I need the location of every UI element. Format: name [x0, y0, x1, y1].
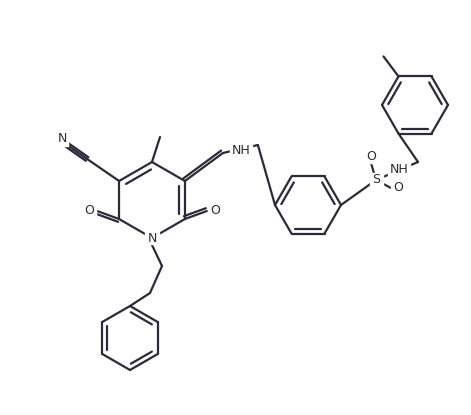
Text: NH: NH [390, 164, 408, 176]
Bar [391, 182, 405, 194]
Text: N: N [57, 132, 67, 146]
Bar [370, 173, 382, 186]
Bar [230, 144, 252, 156]
Text: NH: NH [232, 144, 251, 156]
Bar [364, 151, 378, 163]
Bar [145, 232, 159, 244]
Bar [82, 205, 96, 217]
Text: O: O [366, 151, 376, 164]
Text: N: N [147, 232, 157, 244]
Text: O: O [210, 205, 220, 217]
Bar [388, 164, 410, 176]
Bar [208, 205, 222, 217]
Bar [56, 134, 68, 146]
Text: S: S [372, 173, 380, 186]
Text: O: O [393, 181, 403, 195]
Text: O: O [84, 205, 94, 217]
